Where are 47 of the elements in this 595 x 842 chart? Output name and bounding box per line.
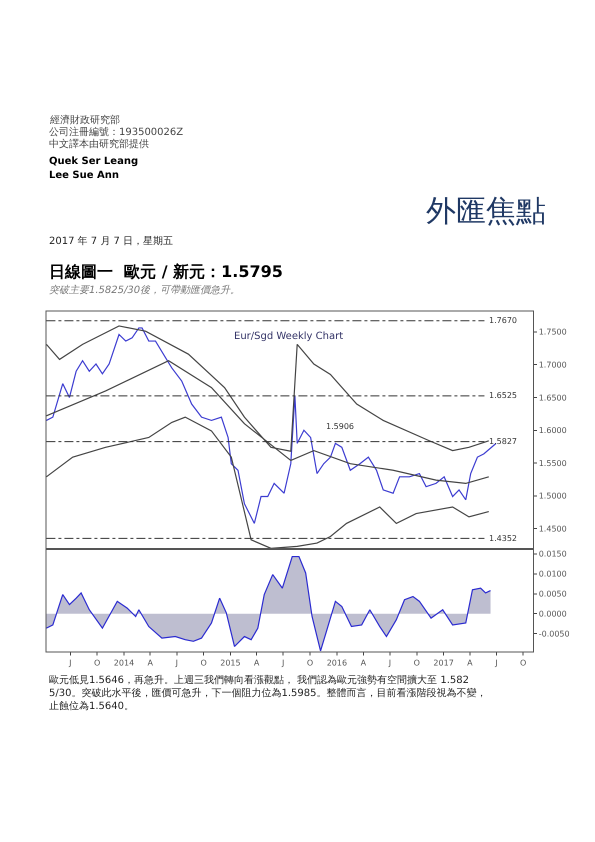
x-tick-label: J (388, 658, 392, 668)
y-tick-label: 1.4500 (538, 524, 567, 534)
x-tick-label: J (68, 658, 72, 668)
ref-line-label: 1.7670 (489, 316, 517, 325)
y-tick-label: 1.6000 (538, 426, 567, 436)
y-tick-label: 0.0050 (538, 590, 567, 599)
x-tick-label: 2015 (220, 658, 241, 668)
x-tick-label: A (254, 658, 260, 668)
x-tick-label: 2016 (326, 658, 348, 668)
ref-line-label: 1.4352 (489, 534, 517, 543)
annotation: 1.5906 (326, 422, 354, 431)
y-tick-label: 1.7500 (538, 328, 567, 337)
ref-line-label: 1.5827 (489, 437, 517, 446)
y-tick-label: 0.0100 (538, 570, 567, 579)
chart-subtitle: 突破主要1.5825/30後，可帶動匯價急升。 (49, 284, 240, 296)
x-tick-label: A (467, 658, 474, 668)
x-tick-label: O (306, 658, 314, 668)
y-tick-label: 1.7000 (538, 360, 567, 370)
y-tick-label: 0.0000 (538, 610, 567, 619)
y-tick-label: 1.5000 (538, 492, 567, 501)
x-tick-label: J (281, 658, 284, 668)
x-tick-label: O (520, 658, 526, 668)
x-tick-label: J (494, 658, 498, 668)
text: 外匯焦點 (426, 194, 546, 229)
x-tick-label: A (147, 658, 154, 668)
y-tick-label: 1.5500 (538, 458, 567, 468)
x-tick-label: 2017 (433, 658, 454, 668)
y-tick-label: -0.0050 (538, 630, 570, 639)
x-tick-label: O (200, 658, 207, 668)
ref-line-label: 1.6525 (489, 391, 517, 400)
x-tick-label: A (360, 658, 367, 668)
text: 公司注冊編號：193500026Z (49, 126, 184, 138)
line-series (46, 416, 490, 549)
text: 2017 年 7 月 7 日，星期五 (49, 235, 174, 247)
x-tick-label: O (94, 658, 100, 668)
x-tick-label: J (174, 658, 178, 668)
text: Lee Sue Ann (49, 170, 119, 181)
annotation: Eur/Sgd Weekly Chart (234, 331, 344, 342)
x-tick-label: 2014 (114, 658, 134, 668)
text: 歐元低見1.5646，再急升。上週三我們轉向看漲觀點， 我們認為歐元強勢有空間擴大至 1.5825/30。突破此水平後，匯價可急升，下一個阻力位為1.5985。整體而言，目前看漲階段視為不變，止蝕位為1.5640。 (49, 674, 486, 712)
text: 經濟財政研究部 (49, 114, 120, 126)
text: 中文譯本由研究部提供 (49, 138, 149, 150)
y-tick-label: 1.6500 (538, 393, 567, 402)
chart-title: 日線圖一 歐元 / 新元：1.5795 (49, 262, 283, 281)
y-tick-label: 0.0150 (538, 550, 567, 559)
text: Quek Ser Leang (49, 156, 138, 167)
x-tick-label: O (414, 658, 420, 668)
